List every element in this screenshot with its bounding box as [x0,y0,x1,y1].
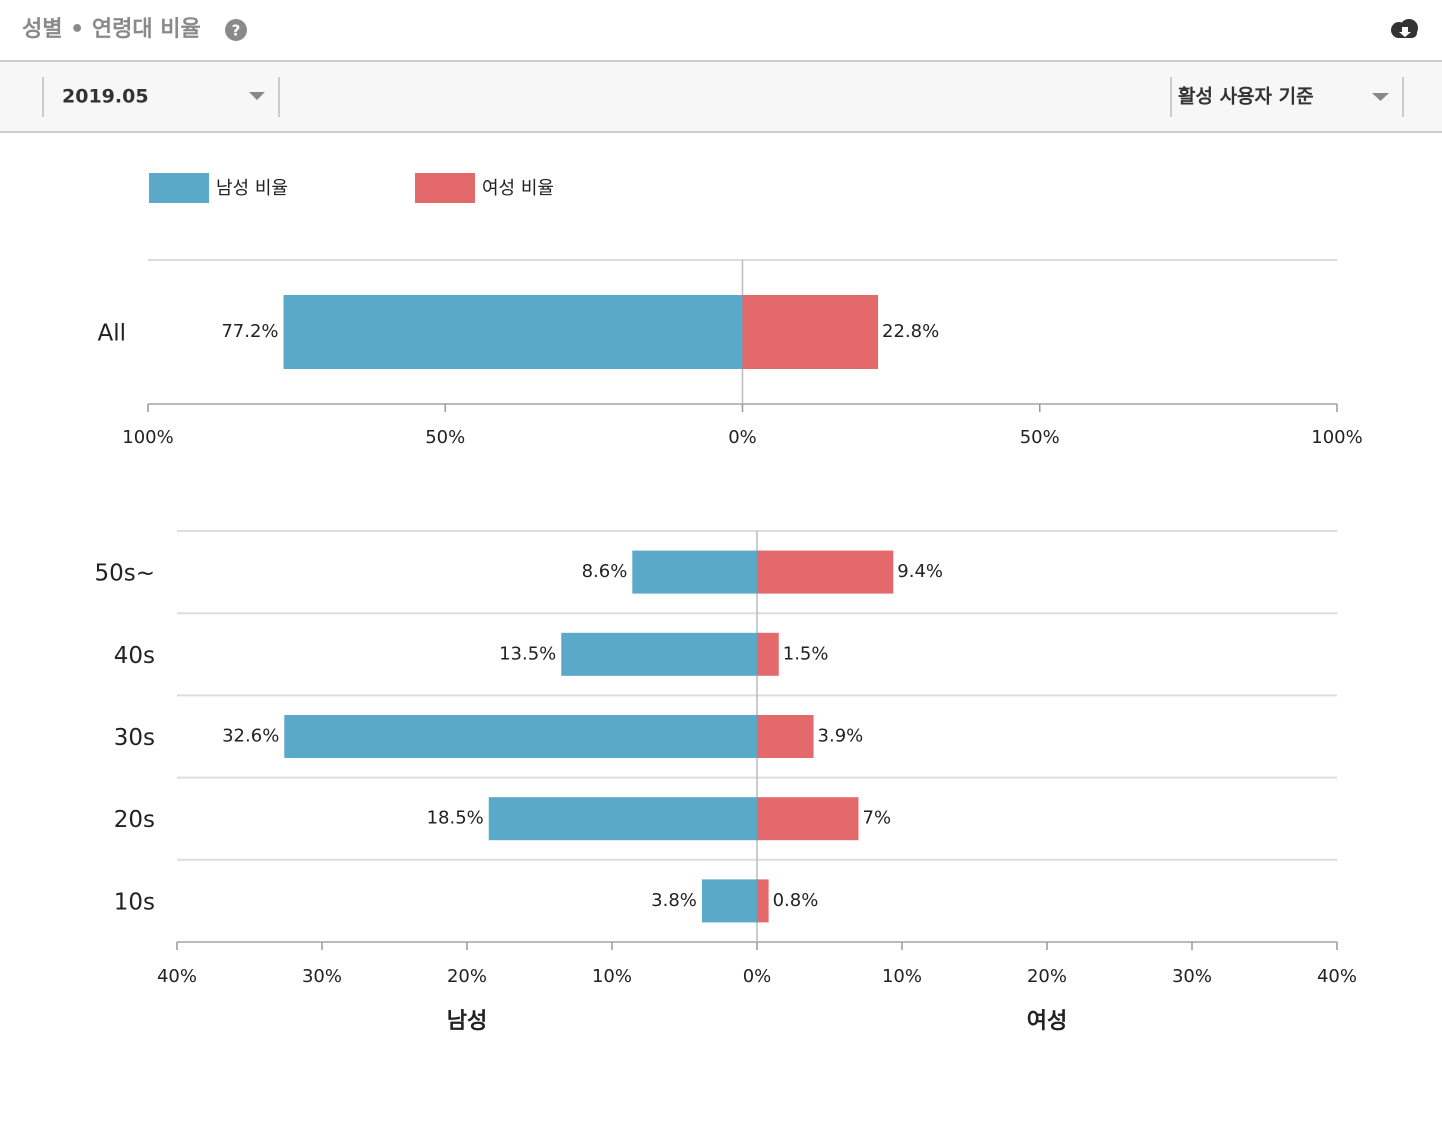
legend-swatch [149,173,209,203]
bar [283,295,743,369]
value-label: 3.9% [818,726,864,747]
x-tick-label: 100% [122,427,173,448]
category-label: 20s [114,807,155,833]
x-tick-label: 20% [447,966,487,987]
bar [561,632,757,676]
x-tick-label: 100% [1311,427,1362,448]
legend-label: 남성 비율 [216,178,288,199]
bar [488,797,757,841]
panel-title: 성별 • 연령대 비율 [22,17,201,42]
value-label: 32.6% [222,726,279,747]
category-label: 40s [114,643,155,669]
value-label: 18.5% [427,808,484,829]
value-label: 0.8% [773,890,819,911]
bar [757,632,779,676]
bar [757,879,769,923]
help-icon[interactable]: ? [225,19,247,41]
x-tick-label: 0% [728,427,757,448]
svg-text:?: ? [232,22,241,40]
x-tick-label: 10% [592,966,632,987]
x-tick-label: 40% [1317,966,1357,987]
category-label: 10s [114,889,155,915]
x-tick-label: 10% [882,966,922,987]
bar [757,797,859,841]
x-tick-label: 30% [302,966,342,987]
x-tick-label: 50% [1020,427,1060,448]
x-tick-label: 0% [743,966,772,987]
x-tick-label: 30% [1172,966,1212,987]
bar [757,715,814,758]
x-tick-label: 20% [1027,966,1067,987]
category-label: 30s [114,725,155,751]
legend-swatch [415,173,475,203]
x-tick-label: 50% [425,427,465,448]
value-label: 22.8% [882,321,939,342]
bar [632,550,757,594]
bar [742,295,879,369]
bar [757,550,894,594]
basis-value[interactable]: 활성 사용자 기준 [1178,86,1314,108]
download-icon[interactable] [1391,19,1418,38]
value-label: 3.8% [651,890,697,911]
bar [284,715,757,758]
category-label: All [97,321,126,347]
date-value[interactable]: 2019.05 [62,86,149,108]
x-tick-label: 40% [157,966,197,987]
basis-dropdown[interactable]: 활성 사용자 기준 [1178,86,1389,108]
axis-label: 남성 [447,1009,487,1034]
bar [701,879,757,923]
value-label: 1.5% [783,643,829,664]
toolbar-bg [0,61,1442,132]
date-dropdown[interactable]: 2019.05 [62,86,265,108]
value-label: 13.5% [499,643,556,664]
legend-label: 여성 비율 [482,178,554,199]
value-label: 8.6% [582,561,628,582]
value-label: 7% [863,808,892,829]
value-label: 9.4% [897,561,943,582]
axis-label: 여성 [1027,1009,1067,1034]
category-label: 50s~ [94,561,155,587]
value-label: 77.2% [221,321,278,342]
